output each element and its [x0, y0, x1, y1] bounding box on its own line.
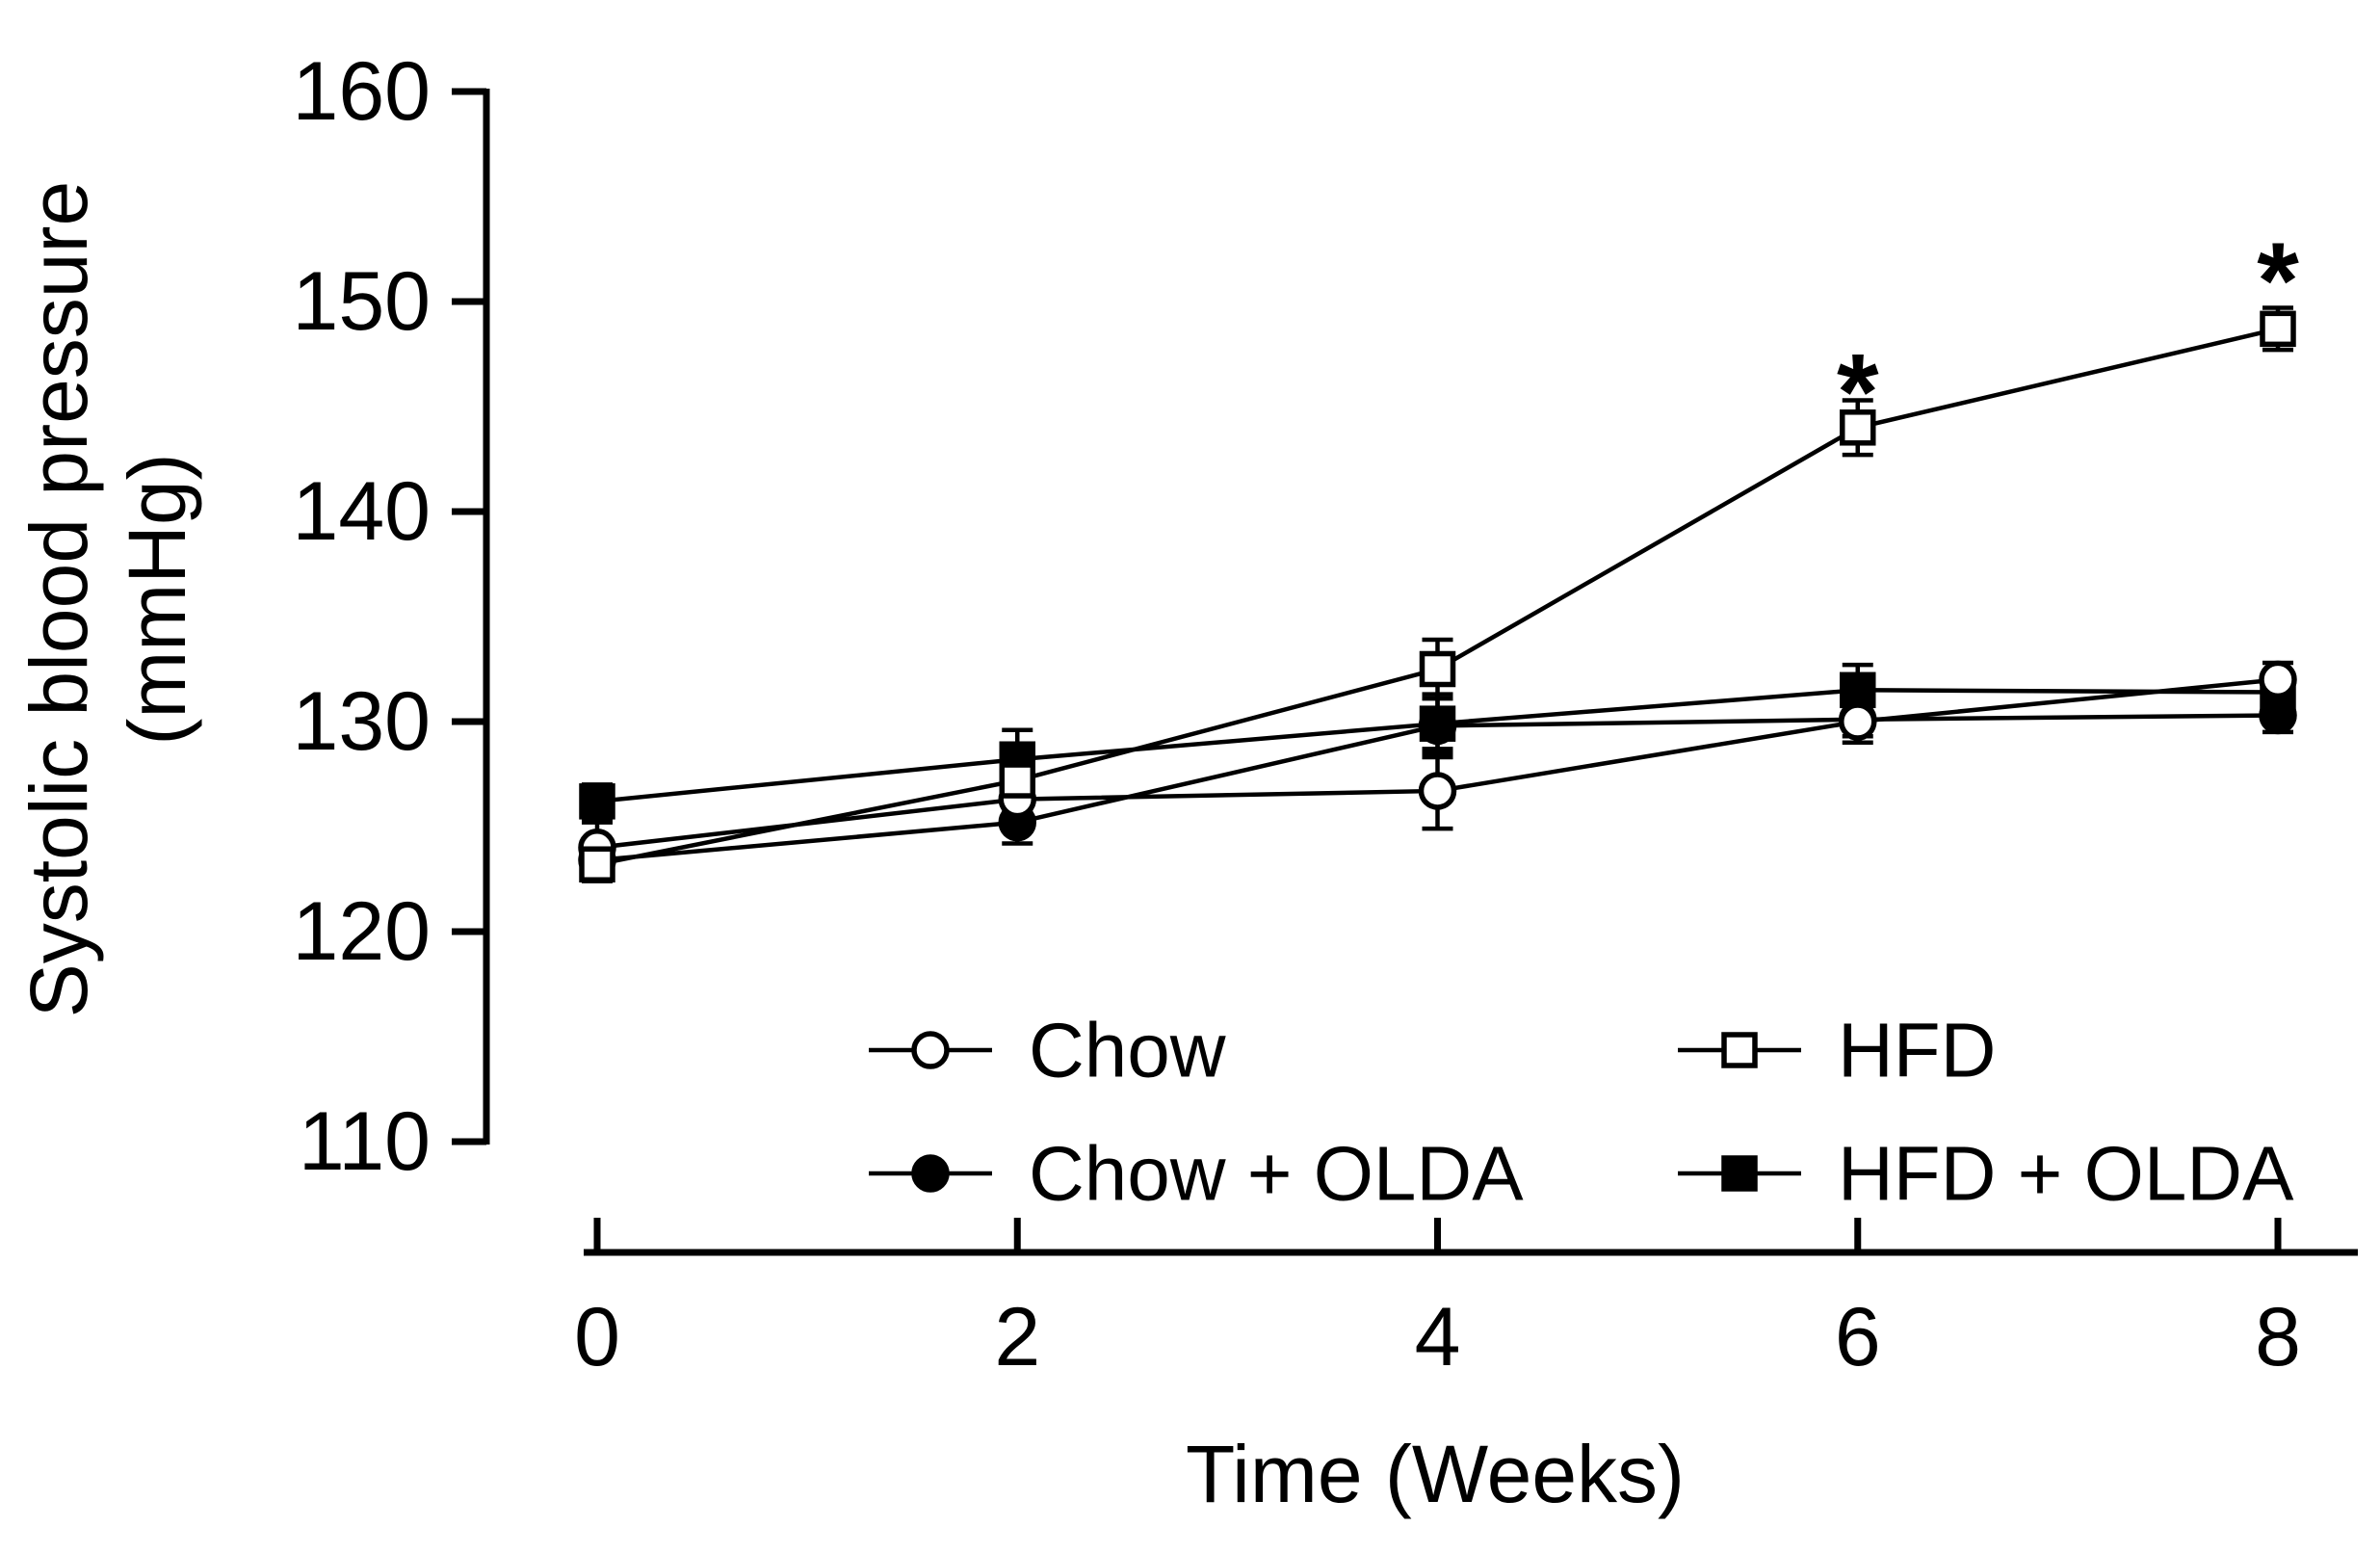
y-axis-label-line1: Systolic blood pressure: [13, 180, 104, 1018]
legend-marker-chow-olda: [911, 1154, 950, 1193]
legend-label-chow: Chow: [1029, 1008, 1226, 1093]
y-axis-label-line2: (mmHg): [112, 453, 203, 746]
legend-label-hfd-olda: HFD + OLDA: [1838, 1131, 2294, 1217]
marker-hfd-w8: [2260, 310, 2296, 348]
x-tick-label: 8: [2255, 1291, 2301, 1383]
significance-asterisk-w6: *: [1837, 332, 1879, 453]
y-tick-label: 140: [293, 465, 432, 558]
legend-marker-hfd-olda: [1721, 1155, 1758, 1192]
legend-marker-hfd: [1721, 1032, 1758, 1068]
y-tick-label: 130: [293, 675, 432, 768]
marker-hfd-w4: [1419, 650, 1456, 688]
marker-chow-w6: [1839, 702, 1877, 741]
x-tick-label: 6: [1835, 1291, 1881, 1383]
x-tick-label: 4: [1415, 1291, 1461, 1383]
y-tick-label: 110: [299, 1095, 431, 1188]
y-tick-label: 160: [293, 45, 432, 138]
y-tick-label: 120: [293, 885, 432, 978]
x-tick-label: 0: [574, 1291, 620, 1383]
marker-chow-w8: [2259, 660, 2297, 699]
legend-marker-chow: [911, 1031, 950, 1069]
marker-hfd-w2: [999, 762, 1035, 799]
significance-asterisk-w8: *: [2257, 221, 2299, 341]
x-axis-label: Time (Weeks): [1185, 1429, 1686, 1519]
legend-label-hfd: HFD: [1838, 1008, 1996, 1093]
y-tick-label: 150: [293, 255, 432, 348]
marker-hfd-w6: [1840, 409, 1876, 446]
marker-hfd-olda-w4: [1419, 705, 1456, 742]
marker-hfd-w0: [579, 846, 615, 882]
marker-hfd-olda-w6: [1840, 671, 1876, 709]
y-axis-label: Systolic blood pressure (mmHg): [10, 0, 222, 1206]
marker-chow-w4: [1418, 772, 1457, 810]
marker-hfd-olda-w0: [579, 783, 615, 820]
legend-label-chow-olda: Chow + OLDA: [1029, 1131, 1524, 1217]
x-tick-label: 2: [994, 1291, 1040, 1383]
